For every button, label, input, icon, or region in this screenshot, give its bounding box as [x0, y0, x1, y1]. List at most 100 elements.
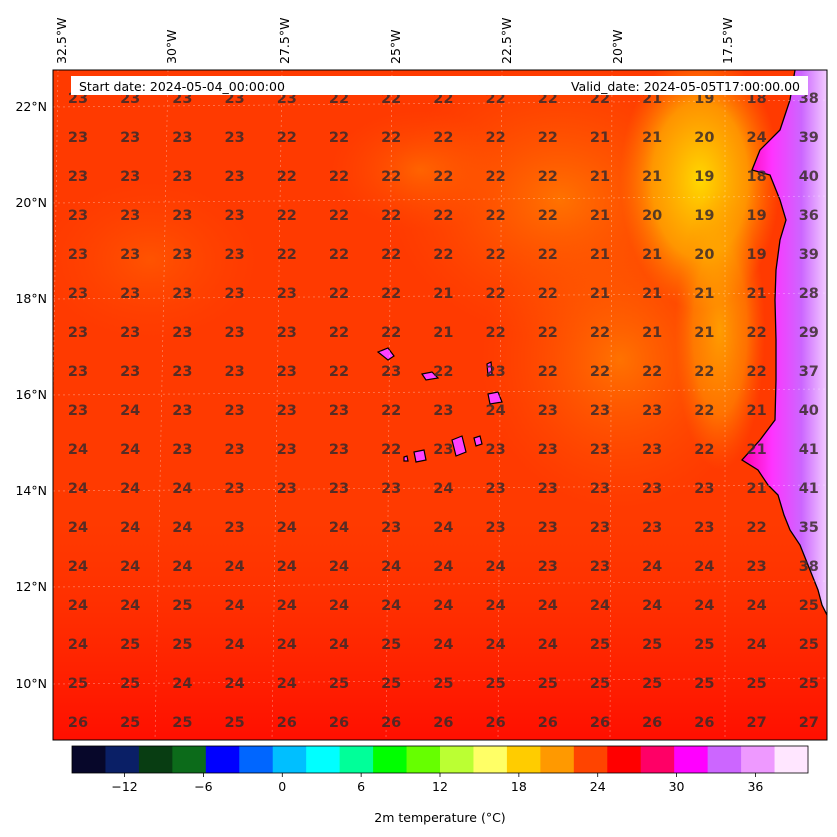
grid-value: 22	[329, 364, 349, 380]
grid-value: 23	[486, 364, 506, 380]
grid-value: 23	[277, 325, 297, 341]
grid-value: 23	[590, 559, 610, 575]
grid-value: 21	[747, 286, 767, 302]
grid-value: 23	[172, 208, 192, 224]
grid-value: 23	[642, 520, 662, 536]
grid-value: 22	[329, 169, 349, 185]
colorbar-segment	[239, 746, 274, 773]
grid-value: 22	[747, 325, 767, 341]
grid-value: 22	[694, 442, 714, 458]
grid-value: 23	[172, 403, 192, 419]
grid-value: 24	[277, 520, 297, 536]
grid-value: 22	[277, 130, 297, 146]
grid-value: 25	[225, 715, 245, 731]
grid-value: 24	[225, 559, 245, 575]
grid-value: 23	[68, 247, 88, 263]
colorbar-segment	[373, 746, 408, 773]
grid-value: 25	[120, 637, 140, 653]
grid-value: 23	[538, 559, 558, 575]
grid-value: 23	[486, 442, 506, 458]
grid-value: 22	[538, 325, 558, 341]
grid-value: 21	[694, 286, 714, 302]
grid-value: 22	[381, 403, 401, 419]
grid-value: 28	[799, 286, 819, 302]
grid-value: 23	[225, 130, 245, 146]
grid-value: 22	[381, 442, 401, 458]
grid-value: 22	[538, 169, 558, 185]
grid-value: 25	[172, 598, 192, 614]
grid-value: 23	[225, 364, 245, 380]
grid-value: 23	[590, 481, 610, 497]
temperature-value-grid: 23 23 23 23 23 22 22 22 22 22 22 21 19 18 38 23 23 23 23 22…	[68, 91, 819, 731]
grid-value: 24	[68, 442, 88, 458]
longitude-labels: 32.5°W 30°W 27.5°W 25°W 22.5°W 20°W 17.5°W	[54, 18, 735, 64]
grid-value: 23	[329, 403, 349, 419]
grid-value: 23	[68, 364, 88, 380]
grid-value: 21	[642, 169, 662, 185]
graticule	[53, 70, 827, 740]
grid-value: 25	[381, 676, 401, 692]
longitude-label: 25°W	[388, 29, 403, 64]
grid-value: 23	[642, 481, 662, 497]
grid-value: 22	[486, 169, 506, 185]
grid-value: 18	[747, 169, 767, 185]
grid-value: 40	[799, 169, 819, 185]
grid-value: 23	[642, 403, 662, 419]
colorbar-segment	[640, 746, 675, 773]
africa-coastline	[740, 70, 827, 616]
grid-value: 22	[433, 208, 453, 224]
grid-value: 26	[68, 715, 88, 731]
latitude-label: 18°N	[15, 291, 47, 306]
grid-value: 21	[642, 130, 662, 146]
grid-value: 24	[277, 676, 297, 692]
grid-value: 22	[277, 169, 297, 185]
colorbar-tick-label: 36	[747, 779, 763, 794]
colorbar	[72, 746, 809, 773]
grid-value: 21	[747, 442, 767, 458]
grid-value: 22	[590, 364, 610, 380]
grid-value: 23	[172, 286, 192, 302]
grid-value: 23	[68, 169, 88, 185]
grid-value: 21	[433, 286, 453, 302]
latitude-labels: 22°N 20°N 18°N 16°N 14°N 12°N 10°N	[15, 99, 47, 691]
grid-value: 22	[381, 208, 401, 224]
grid-value: 26	[381, 715, 401, 731]
grid-value: 25	[433, 676, 453, 692]
grid-value: 22	[538, 364, 558, 380]
grid-value: 23	[694, 520, 714, 536]
grid-value: 25	[694, 637, 714, 653]
grid-value: 22	[329, 208, 349, 224]
grid-value: 26	[277, 715, 297, 731]
grid-value: 21	[433, 325, 453, 341]
grid-value: 24	[277, 637, 297, 653]
grid-value: 23	[277, 286, 297, 302]
grid-value: 23	[225, 520, 245, 536]
grid-value: 23	[225, 403, 245, 419]
grid-value: 39	[799, 247, 819, 263]
grid-value: 26	[590, 715, 610, 731]
grid-value: 22	[329, 130, 349, 146]
grid-value: 22	[433, 364, 453, 380]
grid-value: 26	[642, 715, 662, 731]
colorbar-segment	[573, 746, 608, 773]
grid-value: 24	[433, 637, 453, 653]
grid-value: 26	[433, 715, 453, 731]
grid-value: 22	[486, 208, 506, 224]
grid-value: 19	[694, 169, 714, 185]
grid-value: 21	[590, 286, 610, 302]
colorbar-segment	[473, 746, 508, 773]
grid-value: 23	[225, 208, 245, 224]
grid-value: 22	[642, 364, 662, 380]
grid-value: 25	[694, 676, 714, 692]
latitude-label: 16°N	[15, 387, 47, 402]
colorbar-label: 2m temperature (°C)	[374, 810, 505, 825]
grid-value: 23	[120, 130, 140, 146]
map-frame	[52, 69, 828, 741]
latitude-label: 14°N	[15, 483, 47, 498]
grid-value: 22	[329, 325, 349, 341]
longitude-label: 22.5°W	[499, 18, 514, 64]
grid-value: 24	[694, 559, 714, 575]
grid-value: 25	[172, 637, 192, 653]
grid-value: 24	[642, 598, 662, 614]
